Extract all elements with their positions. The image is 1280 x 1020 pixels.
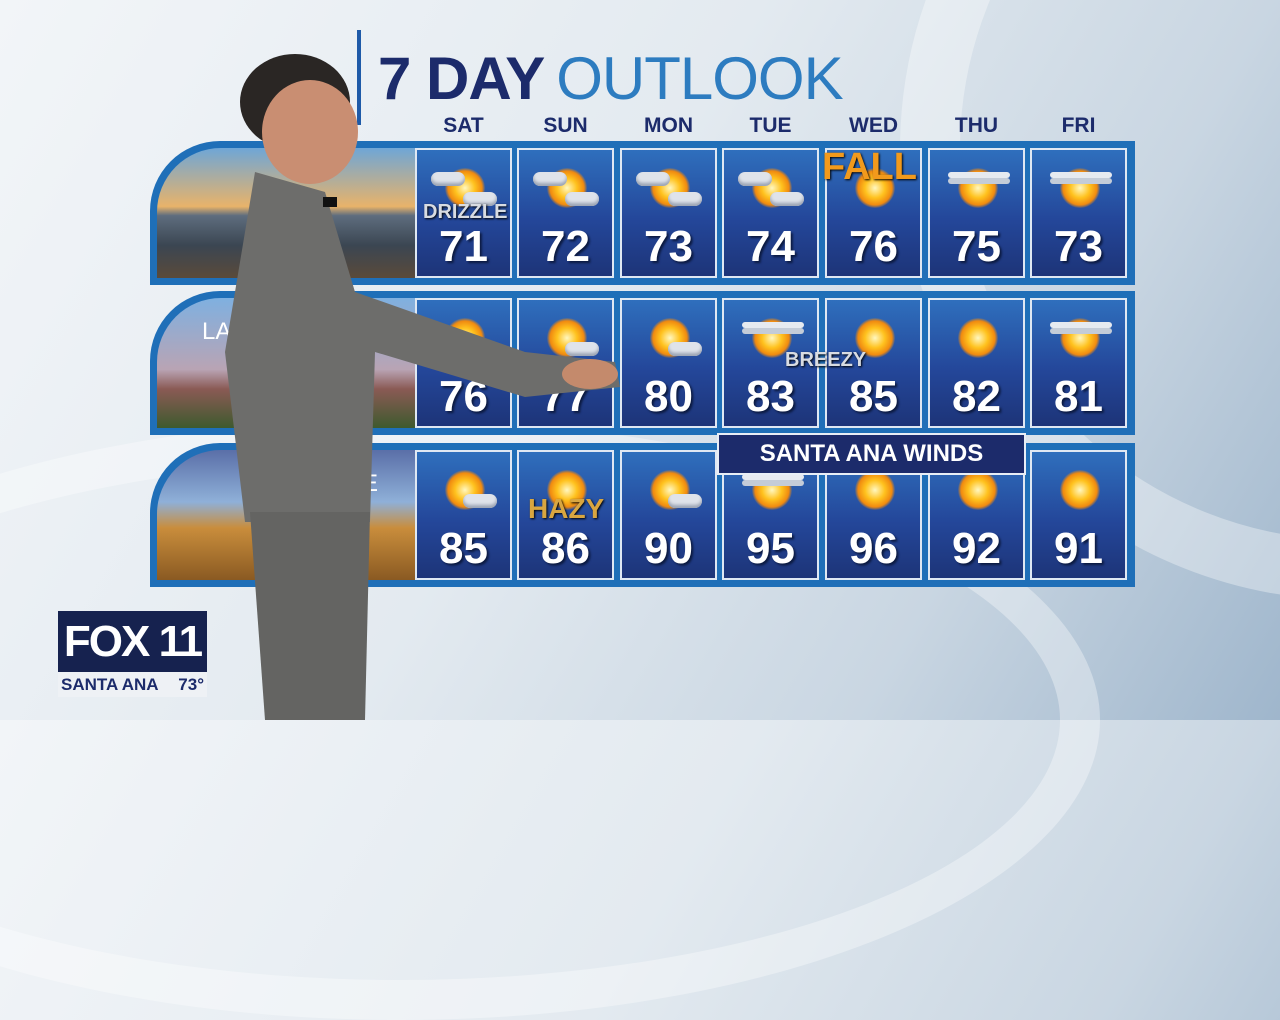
forecast-tile: 76 <box>825 148 922 278</box>
sun-icon <box>958 318 998 358</box>
santa-ana-winds-banner: SANTA ANA WINDS <box>717 433 1026 475</box>
title-light: OUTLOOK <box>556 45 843 112</box>
logo-brand: FOX 11 <box>58 611 207 672</box>
temperature: 73 <box>1054 222 1103 271</box>
tag-breezy: BREEZY <box>785 349 867 371</box>
sun-icon <box>855 168 895 208</box>
day-header-sun: SUN <box>543 114 588 137</box>
temperature: 71 <box>439 222 488 271</box>
haze-icon <box>742 322 804 328</box>
temperature: 95 <box>746 524 795 573</box>
sun-icon <box>958 470 998 510</box>
temperature: 81 <box>1054 372 1103 421</box>
fox11-logo: FOX 11 SANTA ANA 73° <box>58 611 207 697</box>
day-header-fri: FRI <box>1061 114 1096 137</box>
day-header-sat: SAT <box>443 114 484 137</box>
day-header-tue: TUE <box>749 114 792 137</box>
temperature: 83 <box>746 372 795 421</box>
temperature: 72 <box>541 222 590 271</box>
cloud-icon <box>431 172 465 186</box>
temperature: 90 <box>644 524 693 573</box>
temperature: 86 <box>541 524 590 573</box>
title-bold: 7 DAY <box>378 45 545 112</box>
forecast-tile: 72 <box>517 148 614 278</box>
forecast-tile: 73 <box>620 148 717 278</box>
cloud-icon <box>565 192 599 206</box>
haze-icon <box>1050 172 1112 178</box>
sun-icon <box>547 470 587 510</box>
forecast-tile: 90 <box>620 450 717 580</box>
temperature: 74 <box>746 222 795 271</box>
sun-icon <box>855 318 895 358</box>
title-divider <box>357 30 361 125</box>
tag-hazy: HAZY <box>528 493 605 524</box>
forecast-tile: 71 <box>415 148 512 278</box>
cloud-icon <box>565 342 599 356</box>
day-header-mon: MON <box>644 114 693 137</box>
cloud-icon <box>463 494 497 508</box>
page-title: 7 DAY OUTLOOK <box>378 44 844 113</box>
forecast-tile: 91 <box>1030 450 1127 580</box>
temperature: 85 <box>439 524 488 573</box>
cloud-icon <box>738 172 772 186</box>
logo-city: SANTA ANA <box>61 675 159 694</box>
cloud-icon <box>668 342 702 356</box>
forecast-tile: 82 <box>928 298 1025 428</box>
cloud-icon <box>533 172 567 186</box>
temperature: 91 <box>1054 524 1103 573</box>
forecast-tile: 73 <box>1030 148 1127 278</box>
cloud-icon <box>668 494 702 508</box>
presenter <box>225 54 620 720</box>
temperature: 96 <box>849 524 898 573</box>
sun-icon <box>855 470 895 510</box>
forecast-tile: 85 <box>825 298 922 428</box>
haze-icon <box>1050 322 1112 328</box>
cloud-icon <box>463 192 497 206</box>
forecast-tile: 75 <box>928 148 1025 278</box>
day-header-thu: THU <box>954 114 999 137</box>
haze-icon <box>742 474 804 480</box>
forecast-tile: 74 <box>722 148 819 278</box>
forecast-tile: 86 <box>517 450 614 580</box>
temperature: 73 <box>644 222 693 271</box>
logo-temp: 73° <box>178 675 204 694</box>
sun-icon <box>1060 470 1100 510</box>
temperature: 92 <box>952 524 1001 573</box>
temperature: 85 <box>849 372 898 421</box>
forecast-tile: 83 <box>722 298 819 428</box>
temperature: 82 <box>952 372 1001 421</box>
temperature: 76 <box>849 222 898 271</box>
region-label: LA <box>202 318 232 345</box>
cloud-icon <box>770 192 804 206</box>
forecast-tile: 81 <box>1030 298 1127 428</box>
tag-fall: FALL <box>822 146 917 188</box>
cloud-icon <box>668 192 702 206</box>
tag-drizzle: DRIZZLE <box>423 201 508 223</box>
haze-icon <box>948 172 1010 178</box>
temperature: 75 <box>952 222 1001 271</box>
day-header-wed: WED <box>849 114 898 137</box>
temperature: 80 <box>644 372 693 421</box>
cloud-icon <box>636 172 670 186</box>
forecast-tile: 85 <box>415 450 512 580</box>
forecast-tile: 80 <box>620 298 717 428</box>
